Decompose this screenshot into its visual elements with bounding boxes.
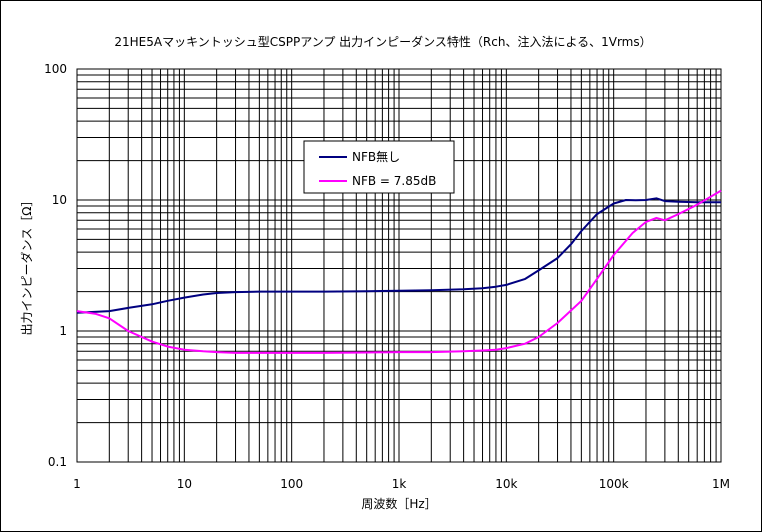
series-line-0 [76,197,721,314]
x-tick-labels: 1 10 100 1k 10k 100k 1M [73,477,730,491]
y-axis-label: 出力インピーダンス［Ω］ [19,195,34,336]
x-tick-label: 100 [280,477,303,491]
y-tick-label: 10 [52,193,67,207]
series-line-1 [76,189,722,354]
legend: NFB無し NFB = 7.85dB [303,140,455,194]
x-tick-label: 1 [73,477,81,491]
x-tick-label: 100k [599,477,629,491]
x-tick-label: 10k [495,477,517,491]
x-tick-label: 10 [177,477,192,491]
series-layer [76,189,722,354]
chart-title: 21HE5Aマッキントッシュ型CSPPアンプ 出力インピーダンス特性（Rch、注… [114,34,651,49]
x-axis-label: 周波数［Hz］ [361,496,436,511]
legend-label-nfb-785db: NFB = 7.85dB [352,174,436,188]
legend-box [303,140,455,194]
x-tick-label: 1M [712,477,730,491]
legend-label-nfb-none: NFB無し [352,149,400,164]
y-tick-label: 100 [44,62,67,76]
y-tick-labels: 0.1 1 10 100 [44,62,67,469]
y-tick-label: 0.1 [48,455,67,469]
y-tick-label: 1 [59,324,67,338]
plot-border [76,68,722,463]
x-tick-label: 1k [392,477,407,491]
